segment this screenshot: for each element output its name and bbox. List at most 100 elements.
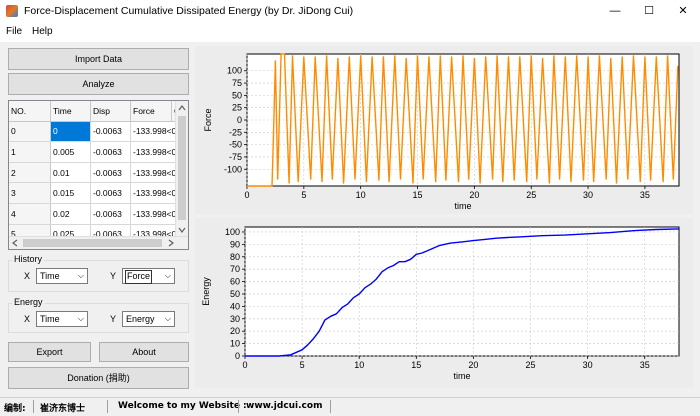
force-x-tick-label: 10: [356, 190, 366, 200]
status-separator: [33, 400, 34, 413]
force-x-axis-label: time: [454, 201, 471, 211]
cell-time[interactable]: 0.005: [50, 141, 91, 163]
force-y-axis-label: Force: [203, 108, 213, 131]
energy-x-tick-label: 35: [640, 360, 650, 370]
energy-y-tick-label: 80: [230, 252, 240, 262]
energy-y-axis-label: Energy: [201, 277, 211, 306]
force-y-tick-label: -25: [229, 127, 242, 137]
column-header-disp[interactable]: Disp: [90, 101, 131, 122]
force-y-tick-label: -50: [229, 140, 242, 150]
status-separator: [330, 400, 331, 413]
table-row[interactable]: 2 0.01 -0.0063 -133.998<0: [9, 162, 187, 184]
energy-x-tick-label: 0: [242, 360, 247, 370]
history-x-value: Time: [40, 271, 60, 281]
analyze-button[interactable]: Analyze: [8, 73, 189, 95]
energy-y-tick-label: 10: [230, 339, 240, 349]
cell-no: 0: [9, 121, 51, 143]
cell-disp[interactable]: -0.0063: [90, 141, 131, 163]
scrollbar-thumb: [178, 116, 186, 220]
energy-x-label: X: [24, 314, 31, 324]
energy-plot-panel: 0 5 10 15 20 25 30 35 0 10 20 30 40 50 60 70 80 90 100 time…: [195, 218, 693, 388]
energy-group-label: Energy: [12, 297, 45, 307]
history-x-select[interactable]: Time ⌵: [36, 268, 88, 284]
cell-no: 1: [9, 141, 51, 163]
energy-y-tick-label: 100: [225, 227, 240, 237]
force-y-tick-label: 25: [232, 103, 242, 113]
history-y-select[interactable]: Force ⌵: [122, 268, 175, 284]
energy-y-tick-label: 70: [230, 264, 240, 274]
horizontal-scrollbar[interactable]: [9, 236, 188, 249]
status-bar: 编制: 崔济东博士 Welcome to my Website : www.jd…: [0, 397, 700, 416]
author-name: 崔济东博士: [40, 404, 86, 414]
energy-plot-area: [244, 226, 680, 357]
history-x-label: X: [24, 271, 31, 281]
table-row[interactable]: 1 0.005 -0.0063 -133.998<0: [9, 141, 187, 163]
menu-file[interactable]: File: [6, 26, 23, 37]
chevron-down-icon: ⌵: [77, 314, 84, 323]
cell-disp[interactable]: -0.0063: [90, 162, 131, 184]
maximize-button[interactable]: ☐: [644, 5, 654, 17]
force-plot-panel: 0 5 10 15 20 25 30 35 -100 -75 -50 -25 0 25 50 75 100 tim…: [195, 46, 693, 214]
donation-button[interactable]: Donation (捐助): [8, 367, 189, 389]
energy-x-tick-label: 30: [583, 360, 593, 370]
energy-y-tick-label: 90: [230, 239, 240, 249]
table-row[interactable]: 3 0.015 -0.0063 -133.998<0: [9, 182, 187, 204]
cell-no: 2: [9, 162, 51, 184]
energy-y-tick-label: 40: [230, 301, 240, 311]
minimize-button[interactable]: —: [609, 5, 621, 17]
force-x-tick-label: 5: [301, 190, 306, 200]
energy-y-tick-label: 20: [230, 326, 240, 336]
force-x-tick-label: 35: [640, 190, 650, 200]
import-data-button[interactable]: Import Data: [8, 48, 189, 70]
energy-x-tick-label: 25: [526, 360, 536, 370]
cell-no: 3: [9, 182, 51, 204]
title-bar: Force-Displacement Cumulative Dissipated…: [0, 0, 700, 23]
energy-x-select[interactable]: Time ⌵: [36, 311, 88, 327]
history-group-label: History: [12, 254, 45, 264]
scrollbar-thumb: [23, 239, 162, 247]
cell-disp[interactable]: -0.0063: [90, 121, 131, 143]
cell-disp[interactable]: -0.0063: [90, 203, 131, 225]
force-x-tick-label: 15: [413, 190, 423, 200]
table-row[interactable]: 0 0 -0.0063 -133.998<0: [9, 121, 187, 143]
column-header-time[interactable]: Time: [50, 101, 91, 122]
table-row[interactable]: 4 0.02 -0.0063 -133.998<0: [9, 203, 187, 225]
force-x-tick-label: 25: [526, 190, 536, 200]
cell-time[interactable]: 0: [50, 121, 91, 143]
about-button[interactable]: About: [99, 342, 189, 362]
force-chart: 0 5 10 15 20 25 30 35 -100 -75 -50 -25 0 25 50 75 100 tim…: [203, 53, 680, 211]
column-header-no[interactable]: NO.: [9, 101, 51, 122]
data-table[interactable]: NO. Time Disp Force C 0 0 -0.0063 -133.9…: [8, 100, 189, 250]
energy-x-tick-label: 20: [468, 360, 478, 370]
energy-y-select[interactable]: Energy ⌵: [122, 311, 175, 327]
menu-help[interactable]: Help: [32, 26, 53, 37]
energy-y-tick-label: 0: [235, 351, 240, 361]
force-y-tick-label: 100: [227, 66, 242, 76]
energy-x-tick-label: 5: [300, 360, 305, 370]
website-link[interactable]: www.jdcui.com: [246, 401, 323, 411]
energy-x-axis-label: time: [453, 371, 470, 381]
history-group: [8, 260, 189, 292]
energy-y-tick-label: 30: [230, 314, 240, 324]
force-y-tick-label: 0: [237, 115, 242, 125]
energy-y-value: Energy: [126, 314, 155, 324]
export-button[interactable]: Export: [8, 342, 91, 362]
close-button[interactable]: ✕: [678, 5, 688, 17]
force-x-tick-label: 0: [244, 190, 249, 200]
force-y-tick-label: 50: [232, 90, 242, 100]
status-separator: [238, 400, 239, 413]
vertical-scrollbar[interactable]: [175, 101, 188, 237]
cell-disp[interactable]: -0.0063: [90, 182, 131, 204]
force-series-line: [247, 53, 679, 187]
force-x-tick-label: 20: [469, 190, 479, 200]
column-header-force[interactable]: Force: [130, 101, 172, 122]
history-y-label: Y: [110, 271, 117, 281]
cell-time[interactable]: 0.02: [50, 203, 91, 225]
energy-x-tick-label: 15: [411, 360, 421, 370]
energy-x-value: Time: [40, 314, 60, 324]
status-separator: [107, 400, 108, 413]
cell-no: 4: [9, 203, 51, 225]
cell-time[interactable]: 0.015: [50, 182, 91, 204]
author-label: 编制:: [4, 404, 26, 414]
cell-time[interactable]: 0.01: [50, 162, 91, 184]
